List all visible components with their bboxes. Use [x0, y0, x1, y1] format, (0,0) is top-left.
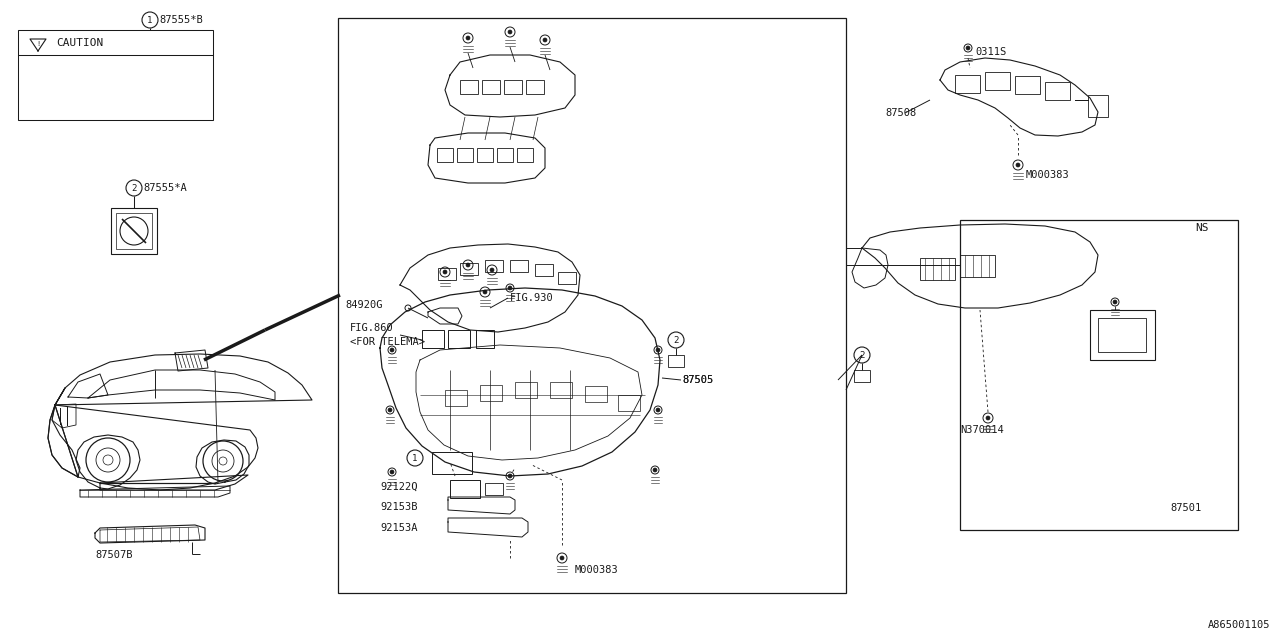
Bar: [517, 148, 532, 162]
Bar: [585, 386, 607, 402]
Text: CAUTION: CAUTION: [56, 38, 104, 48]
Text: 1: 1: [147, 15, 152, 24]
Text: FIG.930: FIG.930: [509, 293, 554, 303]
Text: 2: 2: [673, 335, 678, 344]
Circle shape: [1016, 163, 1020, 167]
Bar: [480, 385, 502, 401]
Text: 1: 1: [412, 454, 417, 463]
Text: 92153B: 92153B: [380, 502, 417, 512]
Bar: [433, 452, 472, 474]
Bar: [460, 263, 477, 275]
Text: 87507B: 87507B: [95, 550, 133, 560]
Text: 87505: 87505: [682, 375, 713, 385]
Bar: [445, 390, 467, 406]
Text: 87501: 87501: [1170, 503, 1201, 513]
Bar: [497, 148, 513, 162]
Circle shape: [561, 556, 563, 560]
Bar: [920, 258, 955, 280]
Circle shape: [443, 270, 447, 274]
Circle shape: [508, 286, 512, 290]
Bar: [986, 72, 1010, 90]
Bar: [960, 255, 995, 277]
Bar: [550, 382, 572, 398]
Bar: [422, 330, 444, 348]
Bar: [485, 260, 503, 272]
Circle shape: [657, 408, 659, 412]
Circle shape: [508, 474, 512, 478]
Bar: [515, 382, 538, 398]
Circle shape: [986, 416, 989, 420]
Text: FIG.860: FIG.860: [349, 323, 394, 333]
Circle shape: [543, 38, 547, 42]
Circle shape: [466, 263, 470, 267]
Circle shape: [388, 408, 392, 412]
Text: A865001105: A865001105: [1207, 620, 1270, 630]
Bar: [460, 80, 477, 94]
Text: 84920G: 84920G: [346, 300, 383, 310]
Bar: [18, 30, 212, 120]
Text: <FOR TELEMA>: <FOR TELEMA>: [349, 337, 425, 347]
Bar: [485, 483, 503, 495]
Bar: [535, 264, 553, 276]
Text: 87508: 87508: [884, 108, 916, 118]
Bar: [111, 208, 157, 254]
Bar: [483, 80, 500, 94]
Text: N370014: N370014: [960, 425, 1004, 435]
Bar: [436, 148, 453, 162]
Text: 92122Q: 92122Q: [380, 482, 417, 492]
Circle shape: [657, 348, 659, 352]
Text: 92153A: 92153A: [380, 523, 417, 533]
Bar: [526, 80, 544, 94]
Text: 87505: 87505: [682, 375, 713, 385]
Text: 2: 2: [132, 184, 137, 193]
Bar: [509, 260, 529, 272]
Bar: [668, 355, 684, 367]
Text: NS: NS: [1196, 223, 1208, 233]
Bar: [618, 395, 640, 411]
Circle shape: [966, 46, 970, 50]
Circle shape: [484, 290, 486, 294]
Bar: [477, 148, 493, 162]
Circle shape: [1114, 300, 1116, 304]
Bar: [448, 330, 470, 348]
Bar: [451, 480, 480, 498]
Bar: [1044, 82, 1070, 100]
Bar: [955, 75, 980, 93]
Bar: [338, 18, 846, 593]
Bar: [854, 370, 870, 382]
Bar: [1098, 318, 1146, 352]
Bar: [1091, 310, 1155, 360]
Text: 2: 2: [859, 351, 865, 360]
Bar: [504, 80, 522, 94]
Circle shape: [390, 348, 394, 352]
Bar: [476, 330, 494, 348]
Text: M000383: M000383: [575, 565, 618, 575]
Circle shape: [508, 30, 512, 34]
Bar: [116, 213, 152, 249]
Text: 87555*B: 87555*B: [159, 15, 202, 25]
Text: !: !: [36, 41, 40, 47]
Text: 87555*A: 87555*A: [143, 183, 187, 193]
Bar: [438, 268, 456, 280]
Circle shape: [466, 36, 470, 40]
Bar: [1015, 76, 1039, 94]
Text: M000383: M000383: [1027, 170, 1070, 180]
Circle shape: [653, 468, 657, 472]
Circle shape: [490, 268, 494, 272]
Bar: [558, 272, 576, 284]
Bar: [960, 220, 1238, 530]
Circle shape: [390, 470, 394, 474]
Bar: [1088, 95, 1108, 117]
Text: 0311S: 0311S: [975, 47, 1006, 57]
Bar: [457, 148, 474, 162]
